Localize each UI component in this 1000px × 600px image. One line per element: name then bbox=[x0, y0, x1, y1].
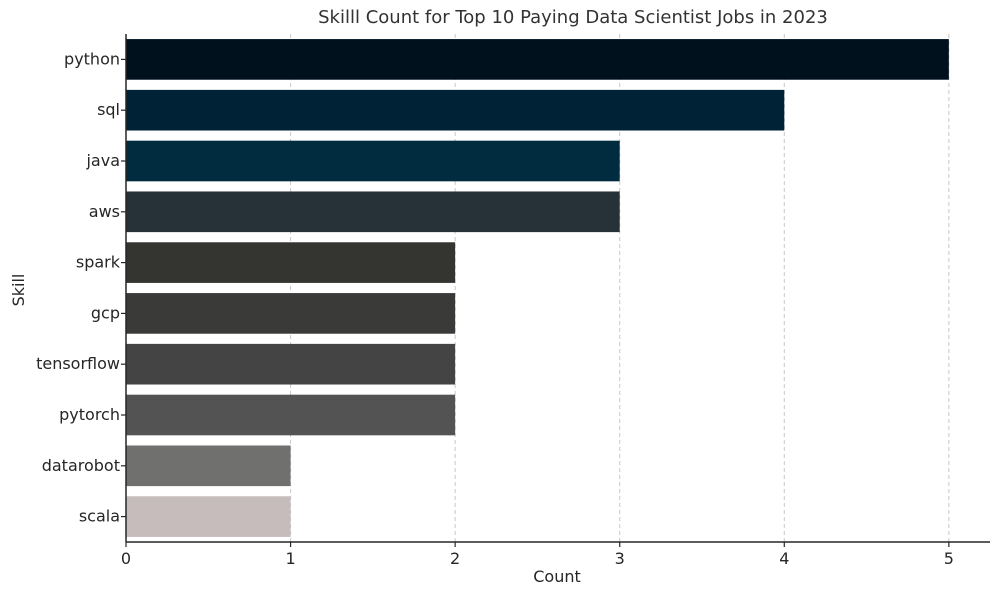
x-axis-ticks: 0 1 2 3 4 5 bbox=[121, 542, 954, 568]
y-tick-label-scala: scala bbox=[79, 507, 120, 526]
y-tick-label-aws: aws bbox=[89, 202, 120, 221]
x-tick-label-3: 3 bbox=[615, 549, 625, 568]
y-tick-label-tensorflow: tensorflow bbox=[36, 354, 120, 373]
y-tick-label-sql: sql bbox=[97, 100, 120, 119]
chart-title: Skilll Count for Top 10 Paying Data Scie… bbox=[318, 7, 828, 28]
x-axis-label: Count bbox=[533, 567, 581, 586]
y-tick-label-datarobot: datarobot bbox=[42, 456, 120, 475]
bar-scala bbox=[126, 496, 291, 537]
y-tick-label-gcp: gcp bbox=[91, 303, 120, 322]
bar-python bbox=[126, 39, 949, 80]
y-axis-label: Skill bbox=[9, 274, 28, 307]
bar-pytorch bbox=[126, 394, 456, 436]
bar-datarobot bbox=[126, 445, 291, 487]
x-tick-label-1: 1 bbox=[285, 549, 295, 568]
y-tick-label-pytorch: pytorch bbox=[59, 405, 120, 424]
y-axis-ticks: python sql java aws spark gcp tensorflow pytorc… bbox=[36, 49, 126, 526]
bar-tensorflow bbox=[126, 343, 456, 385]
y-tick-label-python: python bbox=[64, 49, 120, 68]
x-tick-label-0: 0 bbox=[121, 549, 131, 568]
x-tick-label-2: 2 bbox=[450, 549, 460, 568]
bar-spark bbox=[126, 242, 456, 283]
x-tick-label-4: 4 bbox=[779, 549, 789, 568]
bar-sql bbox=[126, 89, 785, 131]
bar-gcp bbox=[126, 293, 456, 334]
y-tick-label-spark: spark bbox=[76, 253, 121, 272]
y-tick-label-java: java bbox=[85, 151, 120, 170]
bar-aws bbox=[126, 191, 620, 233]
bar-java bbox=[126, 140, 620, 182]
bars bbox=[126, 39, 949, 537]
x-tick-label-5: 5 bbox=[944, 549, 954, 568]
